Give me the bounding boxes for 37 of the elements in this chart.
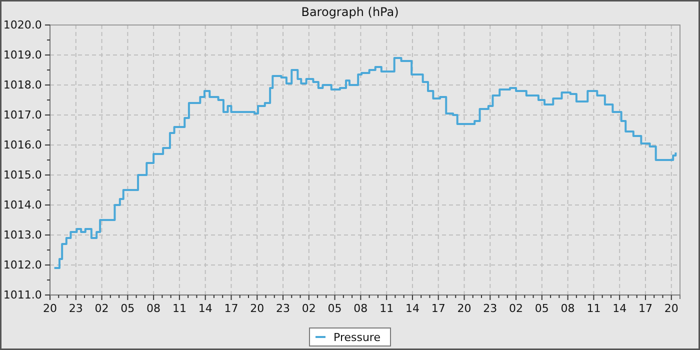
x-tick-label: 20	[43, 302, 57, 315]
x-tick-label: 20	[664, 302, 678, 315]
legend-label: Pressure	[334, 331, 381, 344]
y-tick-label: 1017.0	[3, 108, 42, 122]
x-tick-label: 17	[224, 302, 238, 315]
x-tick-label: 11	[380, 302, 394, 315]
x-tick-label: 20	[457, 302, 472, 315]
y-tick-label: 1018.0	[3, 78, 42, 92]
x-tick-label: 05	[328, 302, 342, 315]
x-tick-label: 02	[94, 302, 109, 315]
x-tick-label: 14	[612, 302, 627, 315]
x-tick-label: 08	[560, 302, 575, 315]
x-tick-label: 14	[405, 302, 420, 315]
x-tick-label: 23	[276, 302, 290, 315]
x-tick-label: 23	[483, 302, 498, 315]
y-tick-label: 1011.0	[3, 288, 42, 302]
x-tick-label: 14	[198, 302, 212, 315]
x-tick-label: 11	[172, 302, 186, 315]
x-tick-label: 08	[354, 302, 368, 315]
x-tick-label: 02	[509, 302, 524, 315]
x-tick-label: 08	[146, 302, 161, 315]
y-tick-label: 1020.0	[3, 18, 42, 32]
x-tick-label: 17	[638, 302, 652, 315]
chart-title: Barograph (hPa)	[301, 5, 399, 19]
y-tick-label: 1012.0	[3, 258, 42, 272]
x-tick-label: 17	[431, 302, 446, 315]
y-tick-label: 1015.0	[3, 168, 42, 182]
y-tick-label: 1013.0	[3, 228, 42, 242]
y-tick-label: 1016.0	[3, 138, 42, 152]
x-tick-label: 20	[250, 302, 264, 315]
x-tick-label: 05	[120, 302, 135, 315]
x-tick-label: 02	[302, 302, 316, 315]
x-tick-label: 23	[68, 302, 83, 315]
y-tick-label: 1019.0	[3, 48, 42, 62]
y-tick-label: 1014.0	[3, 198, 42, 212]
x-tick-label: 11	[586, 302, 601, 315]
x-tick-label: 05	[534, 302, 549, 315]
